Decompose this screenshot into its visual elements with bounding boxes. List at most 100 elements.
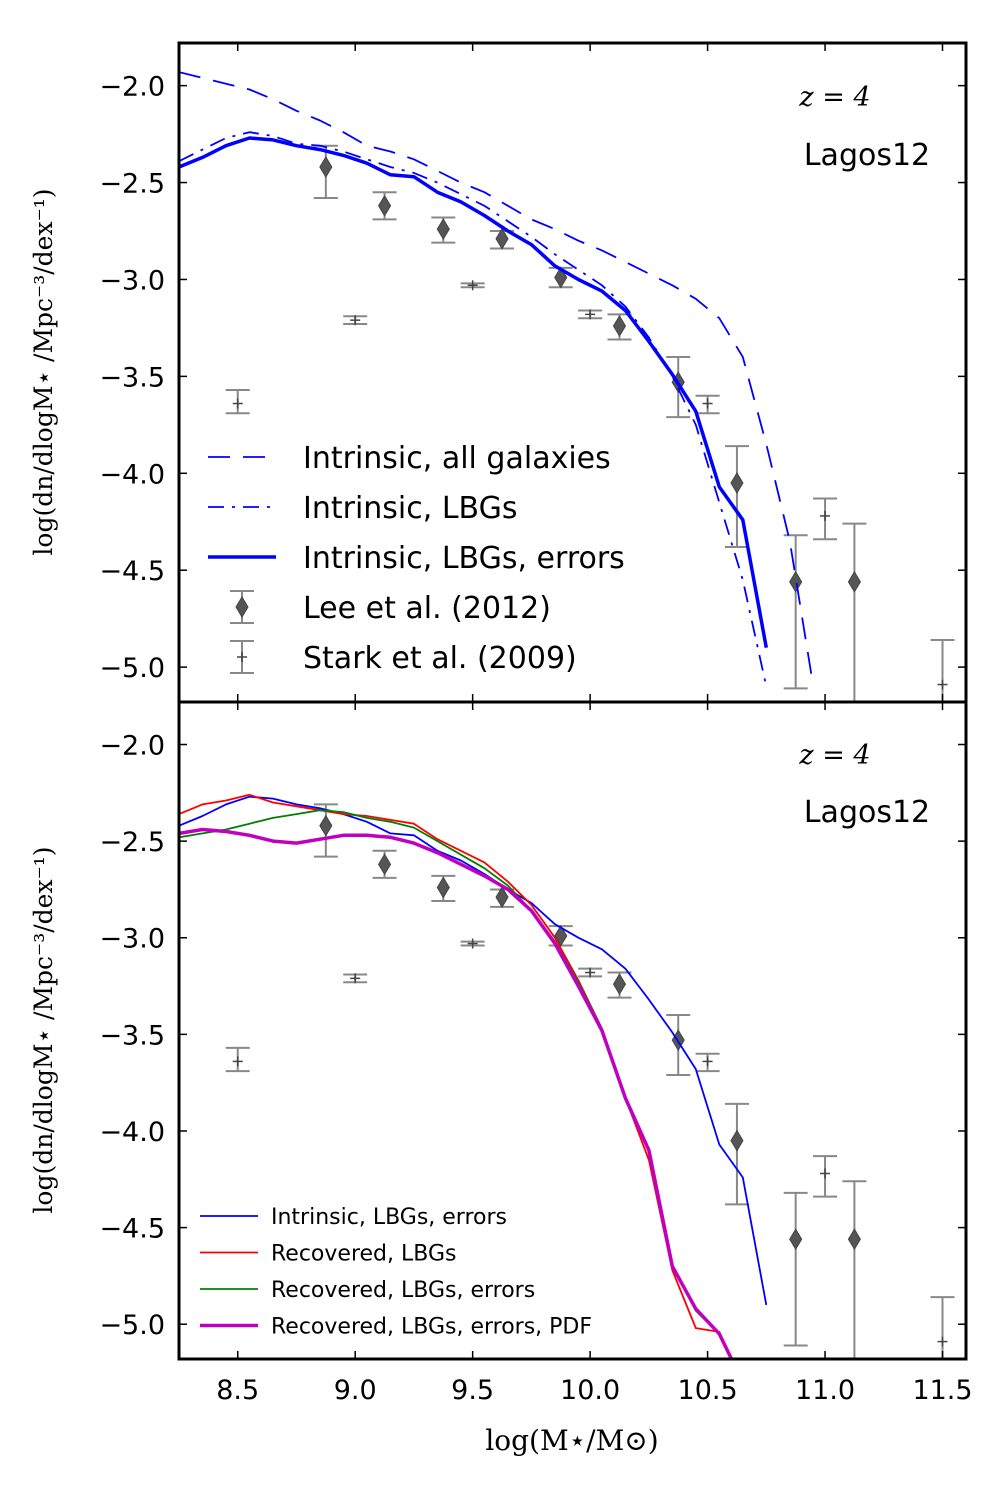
legend-item: Lee et al. (2012) bbox=[230, 590, 551, 626]
stark-point-2 bbox=[460, 280, 485, 291]
stark-point-3 bbox=[578, 967, 603, 978]
series-line-recovered-lbgs-errors-pdf bbox=[179, 827, 734, 1359]
model-annotation: Lagos12 bbox=[804, 795, 930, 830]
diamond-marker bbox=[319, 814, 333, 837]
lee-point-5 bbox=[607, 313, 632, 341]
lee-point-2 bbox=[431, 216, 456, 244]
top-panel: −2.0 −2.5 −3.0 −3.5 −4.0 −4.5 −5.0 log(dn/dlogM… bbox=[29, 41, 968, 704]
plot-data bbox=[179, 793, 955, 1359]
lee-point-2 bbox=[431, 874, 456, 903]
lee-point-7 bbox=[724, 445, 749, 548]
stark-point-4 bbox=[695, 394, 720, 415]
redshift-annotation: z = 4 bbox=[798, 82, 870, 113]
lee-point-4 bbox=[548, 924, 573, 947]
diamond-marker bbox=[847, 1228, 861, 1251]
bottom-panel: 8.5 9.0 9.5 10.0 10.5 11.0 11.5 −2.0 −2.5 −3.0 −3.… bbox=[29, 700, 973, 1457]
legend-item: Intrinsic, LBGs, errors bbox=[200, 1205, 507, 1230]
diamond-marker bbox=[730, 472, 744, 494]
legend-item: Recovered, LBGs, errors bbox=[200, 1278, 535, 1303]
legend: Intrinsic, LBGs, errors Recovered, LBGs Re… bbox=[200, 1205, 592, 1339]
lee-point-3 bbox=[490, 227, 515, 250]
diamond-marker bbox=[495, 227, 509, 250]
y-tick-label: −5.0 bbox=[99, 1310, 165, 1341]
x-tick-label: 8.5 bbox=[216, 1375, 259, 1406]
y-tick-label: −4.5 bbox=[99, 556, 165, 587]
y-tick-label: −3.5 bbox=[99, 362, 165, 393]
y-tick-label: −3.5 bbox=[99, 1020, 165, 1051]
legend-label: Intrinsic, LBGs, errors bbox=[271, 1205, 507, 1230]
plot-area bbox=[179, 43, 966, 702]
series-line-intrinsic-lbgs-errors bbox=[179, 795, 768, 1306]
legend-item: Intrinsic, LBGs bbox=[208, 491, 517, 526]
x-tick-label: 9.5 bbox=[451, 1375, 494, 1406]
stark-point-5 bbox=[813, 497, 838, 541]
diamond-marker bbox=[612, 315, 627, 337]
axes-frame bbox=[177, 700, 968, 1361]
x-tick-label: 11.5 bbox=[912, 1375, 972, 1406]
lee-point-3 bbox=[490, 886, 515, 909]
y-tick-label: −4.5 bbox=[99, 1214, 165, 1245]
stark-point-1 bbox=[343, 973, 368, 984]
stark-point-6 bbox=[930, 1296, 955, 1359]
y-tick-label: −5.0 bbox=[99, 653, 165, 684]
legend-label: Intrinsic, LBGs bbox=[303, 491, 517, 526]
y-tick-label: −2.5 bbox=[99, 169, 165, 200]
lee-point-1 bbox=[372, 849, 397, 879]
stark-point-1 bbox=[343, 315, 368, 326]
lee-point-0 bbox=[313, 803, 338, 858]
diamond-marker bbox=[730, 1129, 744, 1152]
redshift-annotation: z = 4 bbox=[798, 740, 870, 771]
stark-point-6 bbox=[930, 638, 955, 702]
series-line-intrinsic-lbgs-errors bbox=[179, 136, 769, 649]
lee-point-1 bbox=[372, 191, 397, 221]
diamond-marker bbox=[847, 570, 861, 593]
legend-item: Stark et al. (2009) bbox=[230, 640, 577, 676]
stark-point-2 bbox=[460, 938, 485, 949]
x-tick-label: 9.0 bbox=[334, 1375, 377, 1406]
model-annotation: Lagos12 bbox=[804, 138, 930, 173]
diamond-marker bbox=[495, 886, 509, 909]
legend-label: Recovered, LBGs, errors bbox=[271, 1278, 535, 1303]
diamond-marker bbox=[789, 570, 803, 593]
diamond-marker bbox=[377, 853, 392, 876]
x-axis-label: log(M⋆/M⊙) bbox=[485, 1424, 658, 1457]
y-tick-label: −4.0 bbox=[99, 459, 165, 490]
stark-point-4 bbox=[695, 1052, 720, 1073]
y-axis-label: log(dn/dlogM⋆ /Mpc⁻³/dex⁻¹) bbox=[29, 188, 58, 555]
legend-item: Recovered, LBGs, errors, PDF bbox=[200, 1314, 592, 1339]
diamond-marker bbox=[554, 924, 568, 947]
y-tick-label: −2.0 bbox=[99, 72, 165, 103]
diamond-marker bbox=[436, 876, 450, 899]
x-tick-label: 10.0 bbox=[560, 1375, 620, 1406]
diamond-marker bbox=[554, 266, 568, 289]
lee-point-7 bbox=[724, 1102, 749, 1206]
stark-point-5 bbox=[813, 1155, 838, 1198]
y-axis-label: log(dn/dlogM⋆ /Mpc⁻³/dex⁻¹) bbox=[29, 846, 58, 1213]
legend-label: Intrinsic, all galaxies bbox=[303, 441, 611, 476]
y-tick-label: −3.0 bbox=[99, 265, 165, 296]
legend-item: Recovered, LBGs bbox=[200, 1241, 456, 1266]
y-tick-label: −2.5 bbox=[99, 827, 165, 858]
legend-label: Lee et al. (2012) bbox=[303, 591, 551, 626]
diamond-marker bbox=[789, 1228, 803, 1251]
diamond-marker bbox=[319, 156, 333, 179]
y-tick-label: −2.0 bbox=[99, 731, 165, 762]
legend-label: Intrinsic, LBGs, errors bbox=[303, 541, 625, 576]
series-line-intrinsic-all-galaxies bbox=[179, 71, 815, 687]
diamond-marker bbox=[436, 218, 450, 241]
x-tick-label: 11.0 bbox=[795, 1375, 855, 1406]
x-tick-label: 10.5 bbox=[678, 1375, 738, 1406]
lee-point-8 bbox=[783, 534, 808, 690]
legend-item: Intrinsic, LBGs, errors bbox=[208, 541, 625, 576]
legend-item: Intrinsic, all galaxies bbox=[208, 441, 611, 476]
lee-point-8 bbox=[783, 1191, 808, 1347]
plot-data bbox=[179, 71, 955, 702]
series-line-recovered-lbgs bbox=[179, 793, 733, 1359]
legend: Intrinsic, all galaxies Intrinsic, LBGs In… bbox=[208, 441, 625, 676]
stark-point-0 bbox=[225, 388, 250, 415]
lee-point-9 bbox=[842, 1180, 867, 1359]
y-tick-label: −4.0 bbox=[99, 1117, 165, 1148]
y-tick-label: −3.0 bbox=[99, 924, 165, 955]
legend-label: Stark et al. (2009) bbox=[303, 641, 577, 676]
